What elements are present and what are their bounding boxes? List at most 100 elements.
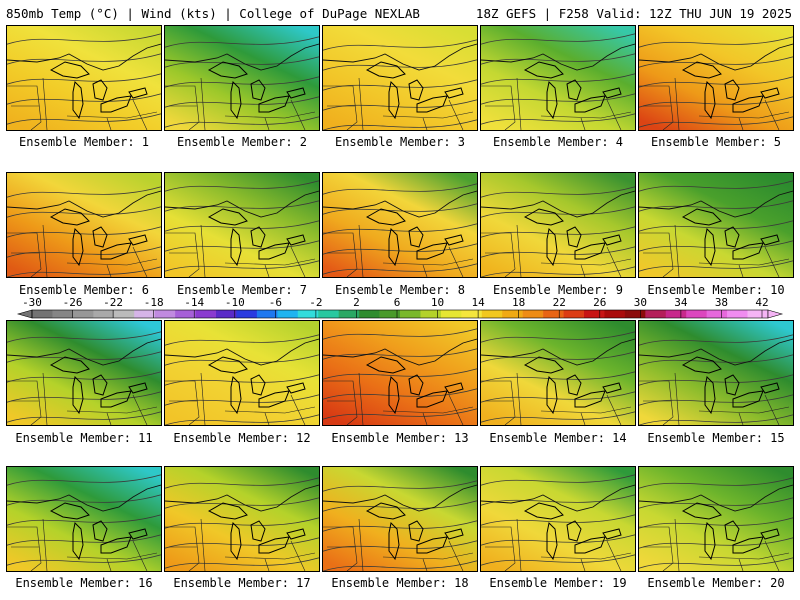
height-contour <box>165 537 319 549</box>
country-border <box>481 484 635 512</box>
great-lake <box>444 528 464 540</box>
height-contour <box>323 99 477 111</box>
state-border <box>323 85 358 130</box>
temperature-map <box>639 321 793 425</box>
great-lake <box>546 80 558 120</box>
height-contour <box>165 220 319 232</box>
state-border <box>764 246 780 277</box>
state-border <box>264 558 270 571</box>
height-contour <box>481 53 635 65</box>
great-lake <box>72 227 84 267</box>
temperature-colorbar: -30 -26 -22 -18 -14 -10 -6 -2 2 6 10 14 18 22 26 30 34 38… <box>16 296 784 319</box>
member-caption: Ensemble Member: 8 <box>334 283 466 297</box>
member-caption: Ensemble Member: 5 <box>650 135 782 149</box>
great-lake <box>732 536 764 554</box>
great-lake <box>444 234 464 246</box>
colorbar-label: 10 <box>431 296 444 309</box>
height-contour <box>481 351 635 363</box>
great-lake <box>230 521 242 561</box>
height-contour <box>481 206 635 218</box>
state-border <box>200 518 206 571</box>
height-contour <box>323 203 477 215</box>
temperature-field <box>639 26 793 130</box>
state-border <box>224 111 316 119</box>
temperature-field <box>639 173 793 277</box>
temperature-field <box>7 321 161 425</box>
height-contour <box>639 394 793 406</box>
great-lake <box>128 234 148 246</box>
state-border <box>165 85 200 130</box>
state-border <box>540 258 632 266</box>
state-border <box>540 406 632 414</box>
temperature-field <box>323 321 477 425</box>
temperature-map <box>165 467 319 571</box>
great-lake <box>100 242 132 260</box>
temperature-field <box>7 467 161 571</box>
height-contour <box>323 480 477 492</box>
state-border <box>132 99 148 130</box>
colorbar-swatch <box>379 310 401 318</box>
colorbar-swatch <box>563 310 585 318</box>
ensemble-panel-19 <box>480 466 636 572</box>
height-contour <box>639 334 793 346</box>
colorbar-swatch <box>543 310 564 318</box>
temperature-map <box>7 173 161 277</box>
temperature-field <box>639 321 793 425</box>
country-border <box>323 190 477 218</box>
member-caption: Ensemble Member: 16 <box>15 576 153 590</box>
great-lake <box>416 390 448 408</box>
great-lake <box>92 520 108 542</box>
colorbar-label: -14 <box>184 296 204 309</box>
great-lake <box>408 374 424 396</box>
colorbar-arrow-low <box>16 309 33 319</box>
great-lake <box>566 79 582 101</box>
great-lake <box>100 390 132 408</box>
state-border <box>290 540 306 571</box>
valid-time: 18Z GEFS | F258 Valid: 12Z THU JUN 19 20… <box>475 6 792 21</box>
state-border <box>106 264 112 277</box>
temperature-map <box>165 321 319 425</box>
product-title: 850mb Temp (°C) | Wind (kts) | College o… <box>6 6 420 21</box>
state-border <box>698 406 790 414</box>
height-contour <box>7 226 161 238</box>
height-contour <box>481 246 635 258</box>
ensemble-panel-4 <box>480 25 636 131</box>
state-border <box>7 232 42 277</box>
state-border <box>674 224 680 277</box>
state-border <box>323 380 358 425</box>
country-border <box>165 484 319 512</box>
member-caption: Ensemble Member: 10 <box>647 283 785 297</box>
height-contour <box>165 354 319 366</box>
height-contour <box>165 374 319 386</box>
member-caption: Ensemble Member: 2 <box>176 135 308 149</box>
great-lake <box>250 226 266 248</box>
height-contour <box>165 56 319 68</box>
state-border <box>42 518 48 571</box>
great-lake <box>49 208 90 226</box>
height-contour <box>639 260 793 272</box>
height-contour <box>165 260 319 272</box>
great-lake <box>207 61 248 79</box>
state-border <box>382 406 474 414</box>
colorbar-swatch <box>645 310 667 318</box>
member-caption: Ensemble Member: 20 <box>647 576 785 590</box>
colorbar-swatch <box>747 310 769 318</box>
temperature-field <box>481 173 635 277</box>
colorbar-swatch <box>624 310 646 318</box>
country-border <box>481 190 635 218</box>
ensemble-panel-10 <box>638 172 794 278</box>
great-lake <box>760 234 780 246</box>
ensemble-panel-12 <box>164 320 320 426</box>
height-contour <box>165 414 319 425</box>
state-border <box>66 258 158 266</box>
height-contour <box>481 226 635 238</box>
state-border <box>224 258 316 266</box>
ensemble-panel-18 <box>322 466 478 572</box>
state-border <box>422 264 428 277</box>
height-contour <box>639 220 793 232</box>
colorbar-swatch <box>256 310 278 318</box>
colorbar-swatch <box>400 310 421 318</box>
country-border <box>7 43 161 71</box>
country-border <box>323 338 477 366</box>
great-lake <box>760 87 780 99</box>
